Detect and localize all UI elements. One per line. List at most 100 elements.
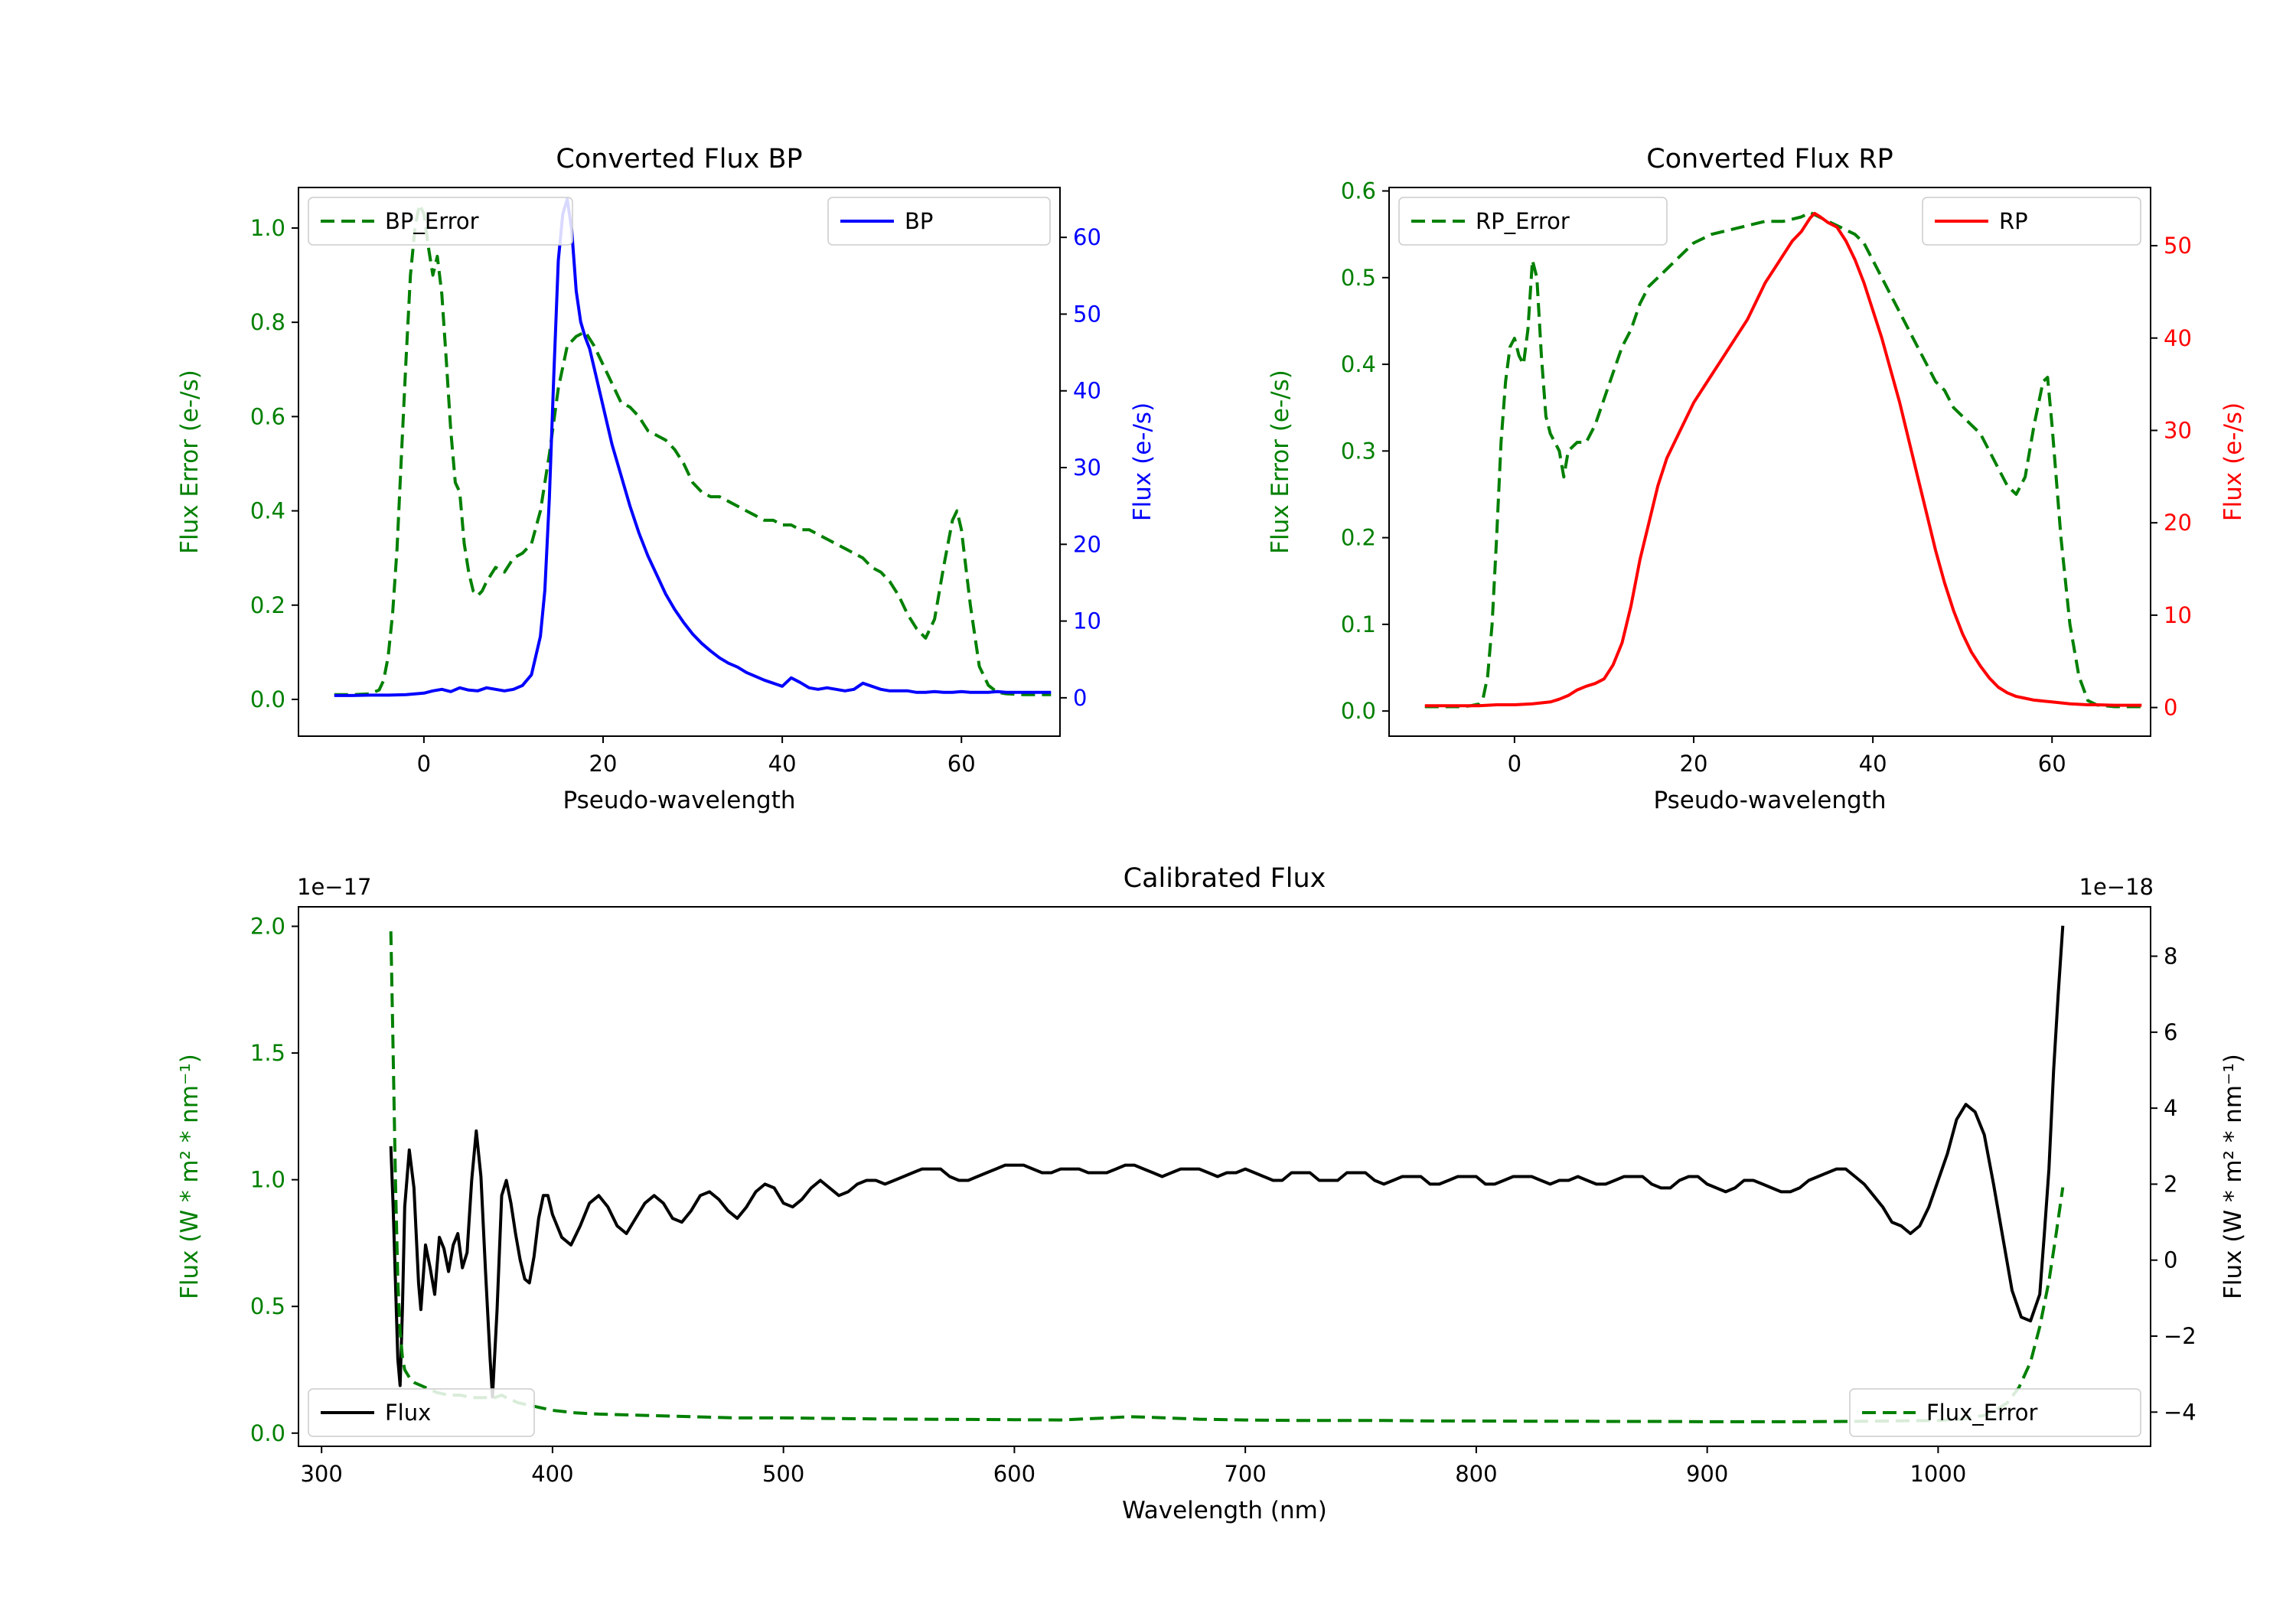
legend-RP_Error: RP_Error: [1398, 197, 1668, 246]
axes-frame: [298, 906, 2151, 1447]
x-axis-label: Pseudo-wavelength: [563, 787, 795, 814]
right-tick-label: 20: [1073, 531, 1101, 557]
right-tick-label: 20: [2164, 510, 2192, 536]
left-tick-label: 0.8: [250, 309, 285, 335]
left-tick-label: 0.5: [250, 1293, 285, 1319]
left-tick-label: 1.0: [250, 215, 285, 241]
left-tick-label: 0.4: [1341, 351, 1376, 377]
legend-box: [1922, 197, 2141, 246]
left-tick-label: 0.0: [1341, 698, 1376, 724]
right-axis-label: Flux (e-/s): [2219, 403, 2247, 521]
left-tick-label: 0.6: [250, 403, 285, 429]
chart-1: 0 20 40 60 0.0 0.1 0.2 0.3 0.4 0.5 0.6 Flux Error (…: [1267, 144, 2247, 814]
legend-label: Flux: [385, 1400, 431, 1426]
left-tick-label: 0.3: [1341, 438, 1376, 464]
x-tick-label: 20: [589, 751, 618, 777]
right-tick-label: 0: [2164, 1247, 2177, 1273]
left-tick-label: 0.0: [250, 686, 285, 712]
axes-frame: [1388, 187, 2151, 737]
x-tick-label: 600: [993, 1461, 1035, 1487]
right-axis-label: Flux (e-/s): [1129, 403, 1156, 521]
legend-RP: RP: [1922, 197, 2141, 246]
x-tick-label: 0: [417, 751, 431, 777]
series-RP: [1424, 211, 2142, 708]
right-tick-label: 30: [2164, 417, 2192, 443]
right-tick-label: 30: [1073, 455, 1101, 481]
left-tick-label: 2.0: [250, 913, 285, 939]
left-tick-label: 0.1: [1341, 611, 1376, 637]
x-tick-label: 40: [1859, 751, 1887, 777]
series-RP_Error: [1424, 210, 2142, 709]
left-tick-label: 0.5: [1341, 265, 1376, 291]
x-tick-label: 0: [1508, 751, 1521, 777]
left-axis-label: Flux Error (e-/s): [1267, 370, 1294, 554]
chart-title: Converted Flux RP: [1646, 144, 1893, 174]
x-axis-label: Pseudo-wavelength: [1653, 787, 1886, 814]
left-tick-label: 0.2: [250, 592, 285, 618]
x-tick-label: 400: [531, 1461, 573, 1487]
x-tick-label: 300: [300, 1461, 342, 1487]
legend-Flux_Error: Flux_Error: [1849, 1388, 2141, 1437]
series-BP: [334, 197, 1052, 697]
left-tick-label: 0.2: [1341, 525, 1376, 551]
x-tick-label: 40: [768, 751, 797, 777]
x-tick-label: 60: [947, 751, 976, 777]
legend-box: [1849, 1388, 2141, 1437]
right-tick-label: 50: [1073, 301, 1101, 327]
legend-label: BP_Error: [385, 208, 479, 234]
left-offset-text: 1e−17: [297, 874, 372, 900]
chart-title: Calibrated Flux: [1124, 863, 1326, 894]
legend-box: [308, 1388, 535, 1437]
right-tick-label: −2: [2164, 1323, 2197, 1349]
x-tick-label: 500: [762, 1461, 804, 1487]
right-tick-label: 6: [2164, 1019, 2177, 1045]
right-tick-label: 50: [2164, 233, 2192, 259]
legend-BP_Error: BP_Error: [308, 197, 573, 246]
left-tick-label: 0.0: [250, 1420, 285, 1446]
right-tick-label: 60: [1073, 224, 1101, 250]
right-offset-text: 1e−18: [2079, 874, 2154, 900]
series-Flux: [389, 925, 2065, 1399]
right-tick-label: 10: [2164, 602, 2192, 628]
legend-box: [1398, 197, 1668, 246]
x-tick-label: 20: [1680, 751, 1708, 777]
legend-label: RP: [1999, 208, 2028, 234]
right-tick-label: 8: [2164, 944, 2177, 970]
right-tick-label: 40: [2164, 325, 2192, 351]
right-tick-label: 10: [1073, 608, 1101, 634]
x-tick-label: 900: [1686, 1461, 1728, 1487]
axes-frame: [298, 187, 1061, 737]
left-tick-label: 0.6: [1341, 178, 1376, 204]
x-axis-label: Wavelength (nm): [1122, 1497, 1327, 1524]
left-tick-label: 1.0: [250, 1167, 285, 1193]
x-tick-label: 60: [2038, 751, 2066, 777]
legend-Flux: Flux: [308, 1388, 535, 1437]
chart-title: Converted Flux BP: [556, 144, 802, 174]
right-tick-label: 2: [2164, 1171, 2177, 1197]
legend-label: Flux_Error: [1926, 1400, 2038, 1426]
left-axis-label: Flux Error (e-/s): [176, 370, 204, 554]
left-tick-label: 0.4: [250, 498, 285, 524]
series-BP_Error: [334, 203, 1052, 696]
legend-box: [308, 197, 573, 246]
series-Flux_Error: [389, 931, 2065, 1423]
legend-label: BP: [905, 208, 933, 234]
left-tick-label: 1.5: [250, 1040, 285, 1066]
left-axis-label: Flux (W * m² * nm⁻¹): [176, 1054, 204, 1299]
right-tick-label: 0: [1073, 685, 1087, 711]
x-tick-label: 700: [1224, 1461, 1266, 1487]
legend-BP: BP: [827, 197, 1051, 246]
x-tick-label: 1000: [1910, 1461, 1966, 1487]
right-tick-label: −4: [2164, 1399, 2197, 1425]
right-tick-label: 0: [2164, 695, 2177, 721]
legend-box: [827, 197, 1051, 246]
x-tick-label: 800: [1455, 1461, 1497, 1487]
chart-0: 0 20 40 60 0.0 0.2 0.4 0.6 0.8 1.0 Flux Error (e-/…: [176, 144, 1156, 814]
chart-2: 300 400 500 600 700 800 900 1000 0.0 0.5 1.0 1.5 2.0…: [176, 863, 2247, 1524]
right-tick-label: 4: [2164, 1095, 2177, 1121]
right-tick-label: 40: [1073, 378, 1101, 404]
right-axis-label: Flux (W * m² * nm⁻¹): [2219, 1054, 2247, 1299]
legend-label: RP_Error: [1476, 208, 1570, 234]
